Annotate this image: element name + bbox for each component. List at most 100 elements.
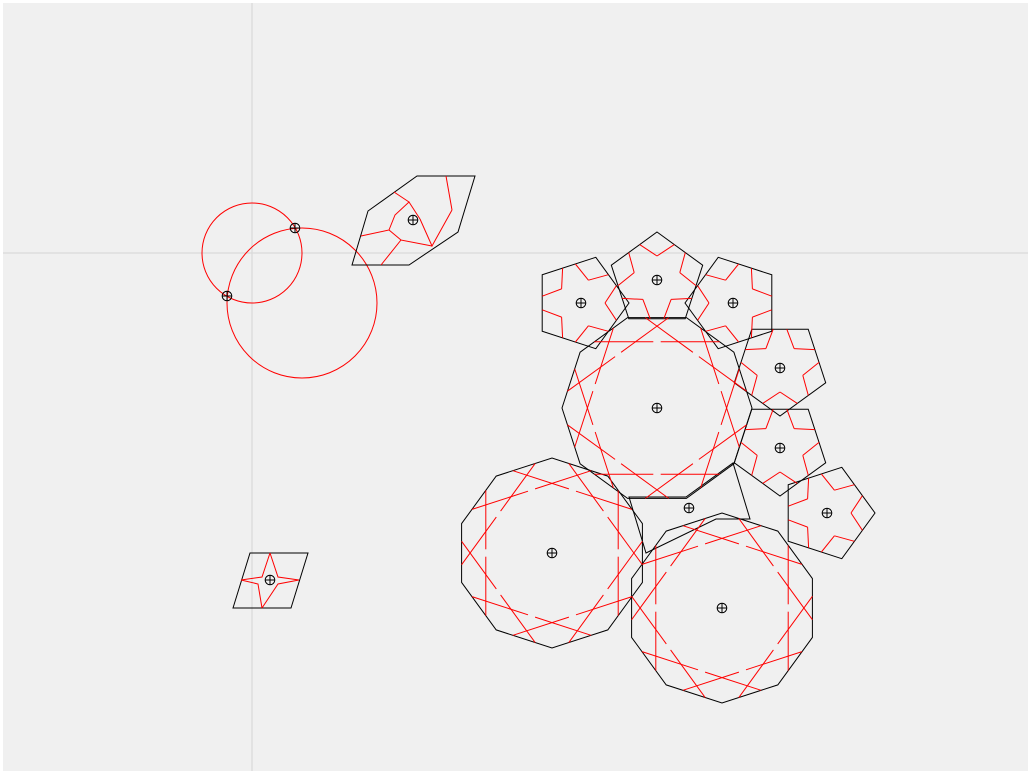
pentagon-tile-1-motif-segment [542,288,562,297]
pentagon-tile-2-motif-segment [628,252,635,273]
motif-group [240,175,863,698]
center-marker-icon[interactable] [221,290,233,302]
center-marker-icon[interactable] [651,402,663,414]
marker-group [221,214,833,614]
decagon-tile-1-motif-segment [645,463,694,499]
pentagon-tile-3-motif-segment [750,268,753,289]
pentagon-tile-6-motif-segment [788,498,808,507]
decagon-tile-3-motif-segment [631,571,667,620]
pentagon-tile-5-motif-segment [794,428,815,431]
large-construction-circle [226,227,378,379]
rhombus-tile-top[interactable] [351,175,476,266]
decagon-tile-1-motif-segment [594,327,614,385]
decagon-tile-3-motif-segment [670,518,706,567]
pentagon-tile-4-motif-segment [762,391,781,404]
center-marker-icon[interactable] [575,297,587,309]
pentagon-tile-6-motif-segment [788,519,808,528]
pentagon-tile-2-motif-segment [617,272,635,286]
decagon-tile-2-motif-segment [461,516,497,565]
decagon-tile-1-motif-segment [574,368,594,426]
decagon-tile-3-motif-segment [631,596,667,645]
decagon-tile-1-motif-segment [620,463,669,499]
small-construction-circle [201,202,303,304]
pentagon-tile-1-motif-segment [561,268,564,289]
center-marker-icon[interactable] [407,214,419,226]
pentagon-tile-5-motif-segment [740,442,758,456]
decagon-tile-1-motif-segment [567,424,616,460]
decagon-tile-1-motif-segment [720,368,740,426]
decagon-tile-2-motif-segment [512,616,570,636]
pentagon-tile-5[interactable] [733,408,827,497]
decagon-tile-2-motif-segment [575,596,633,616]
pentagon-tile-3-motif-segment [752,288,772,297]
decagon-tile-3-motif-segment [738,649,774,698]
bowtie-tile[interactable] [628,462,751,554]
pentagon-tile-4-motif-segment [802,362,820,376]
decagon-tile-3-motif-segment [682,525,740,545]
pentagon-tile-4-motif-segment [794,348,815,351]
decagon-tile-1[interactable] [561,317,753,499]
center-marker-icon[interactable] [774,442,786,454]
decagon-tile-3-motif-segment [641,545,699,565]
rhombus-bottom-motif-d [240,579,263,609]
decagon-tile-2-motif-segment [607,541,643,590]
canvas-background [3,3,1028,771]
decagon-tile-1-motif-segment [698,424,747,460]
decagon-tile-1-motif-segment [567,356,616,392]
pentagon-tile-6-motif-segment [850,495,863,514]
pentagon-tile-6[interactable] [787,466,876,560]
decagon-tile-3-motif-segment [682,671,740,691]
construction-circles [201,202,378,379]
pentagon-tile-5-motif-segment [762,471,781,484]
pentagon-tile-1-motif-segment [575,325,589,343]
center-marker-icon[interactable] [651,274,663,286]
pentagon-tile-1-motif-segment [604,285,617,304]
rhombus-bottom-motif-c [261,579,300,609]
center-marker-icon[interactable] [683,502,695,514]
rhombus-top-motif-d [388,229,402,241]
decagon-tile-2-motif-segment [607,516,643,565]
center-marker-icon[interactable] [546,547,558,559]
decagon-tile-3-motif-segment [777,596,813,645]
pentagon-tile-1-motif-segment [604,302,617,321]
decagon-tile-2-motif-segment [512,470,570,490]
center-marker-icon[interactable] [264,574,276,586]
center-marker-icon[interactable] [821,507,833,519]
center-marker-icon[interactable] [727,297,739,309]
pentagon-tile-1[interactable] [541,256,630,350]
pentagon-tile-2-motif-segment [639,244,658,257]
decagon-tile-3-motif-segment [745,545,803,565]
decagon-tile-3[interactable] [631,512,813,704]
center-marker-icon[interactable] [716,602,728,614]
pentagon-tile-4-motif-segment [779,391,798,404]
pentagon-tile-2[interactable] [610,231,704,320]
pentagon-tile-6-motif-segment [834,535,855,542]
pentagon-tile-5-motif-segment [745,428,766,431]
pentagon-tile-2-motif-segment [679,252,686,273]
pentagon-tile-4-motif-segment [786,329,795,349]
pentagon-tile-2-motif-segment [642,299,651,319]
pentagon-tile-6-motif-segment [834,484,855,491]
pentagon-tile-4-motif-segment [745,348,766,351]
rhombus-top-motif-a [360,201,421,237]
pentagon-tile-1-motif-segment [588,325,609,332]
pentagon-tile-3-motif-segment [725,325,739,343]
pentagon-tile-3-motif-segment [697,302,710,321]
pentagon-tile-3[interactable] [684,256,773,350]
pentagon-tile-1-motif-segment [561,317,564,338]
axes [3,3,1028,771]
pentagon-tile-3-motif-segment [705,325,726,332]
decagon-tile-2-motif-segment [461,541,497,590]
decagon-tile-3-motif-segment [777,571,813,620]
rhombus-tile-bottom[interactable] [232,552,309,609]
rhombus-top-motif-f [445,175,453,211]
pentagon-tile-4-motif-segment [740,362,758,376]
decagon-tile-2[interactable] [461,457,643,649]
center-marker-icon[interactable] [289,222,301,234]
decagon-tile-1-motif-segment [645,317,694,353]
pentagon-tile-2-motif-segment [656,244,675,257]
center-marker-icon[interactable] [774,362,786,374]
decagon-tile-1-motif-segment [698,356,747,392]
